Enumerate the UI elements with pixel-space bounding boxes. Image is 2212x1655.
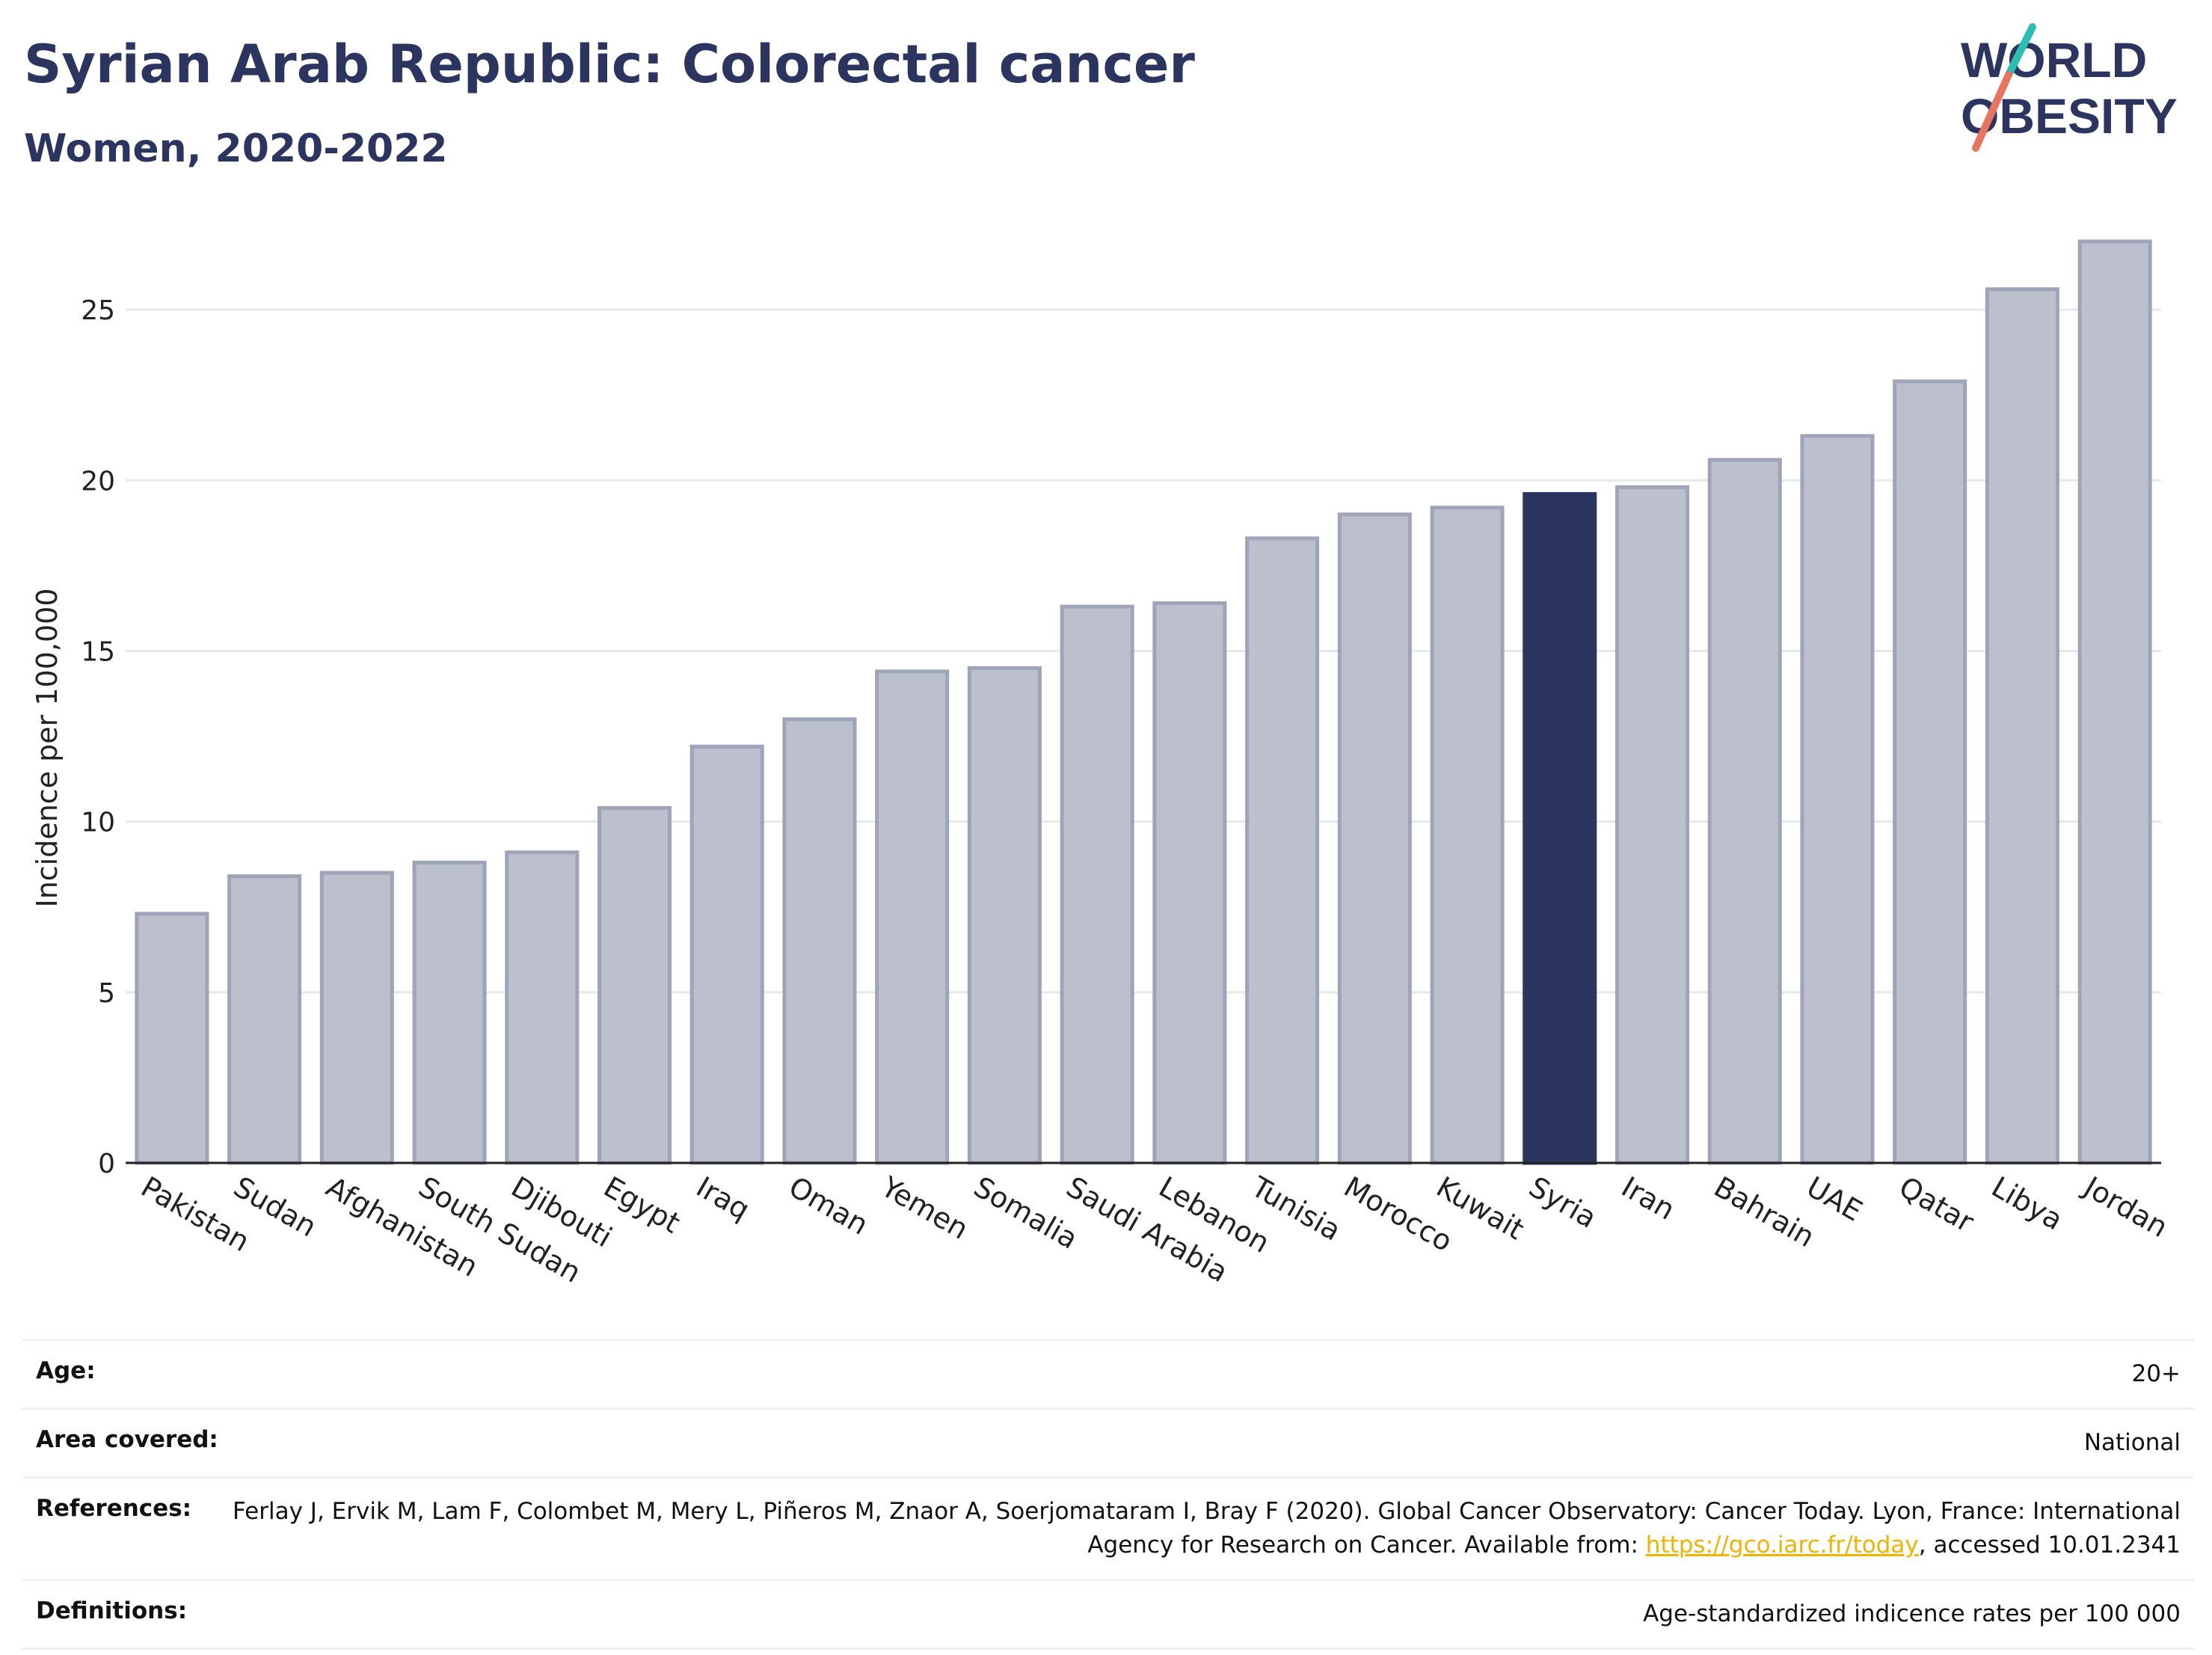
info-row-area: Area covered: National xyxy=(22,1407,2194,1476)
bar xyxy=(227,874,302,1165)
y-tick-label: 0 xyxy=(98,1149,115,1179)
bar xyxy=(689,744,764,1165)
y-tick-label: 10 xyxy=(81,808,115,838)
age-label: Age: xyxy=(36,1357,96,1384)
y-tick-label: 15 xyxy=(81,636,115,667)
age-value: 20+ xyxy=(2131,1360,2181,1387)
x-tick-label: Iraq xyxy=(691,1170,755,1226)
y-tick-label: 20 xyxy=(81,466,115,497)
x-tick-label: Qatar xyxy=(1893,1170,1979,1239)
bar xyxy=(1707,458,1782,1165)
x-tick-label: Somalia xyxy=(968,1170,1084,1256)
chart-title: Syrian Arab Republic: Colorectal cancer xyxy=(24,34,1195,95)
bar xyxy=(2077,239,2152,1165)
y-tick-labels: 0 5 10 15 20 25 xyxy=(81,295,115,1179)
info-row-age: Age: 20+ xyxy=(22,1339,2194,1407)
logo-line1: WORLD xyxy=(1961,32,2147,87)
bar xyxy=(1060,604,1134,1165)
references-label: References: xyxy=(36,1494,192,1522)
bar xyxy=(1800,434,1875,1165)
area-label: Area covered: xyxy=(36,1425,218,1453)
y-tick-label: 5 xyxy=(98,978,115,1009)
bar xyxy=(1615,485,1690,1165)
references-suffix: , accessed 10.01.2341 xyxy=(1918,1531,2181,1559)
bar xyxy=(1430,506,1505,1165)
x-tick-label: Libya xyxy=(1986,1170,2068,1237)
bar xyxy=(967,666,1042,1165)
bar xyxy=(875,669,950,1165)
bar xyxy=(1337,512,1412,1165)
y-axis-title: Incidence per 100,000 xyxy=(31,588,64,907)
x-tick-label: Oman xyxy=(783,1170,873,1241)
bar xyxy=(1245,536,1320,1165)
bar xyxy=(782,717,857,1165)
references-value: Ferlay J, Ervik M, Lam F, Colombet M, Me… xyxy=(221,1495,2181,1562)
x-tick-label: Syria xyxy=(1523,1170,1602,1235)
x-tick-label: Jordan xyxy=(2077,1170,2173,1244)
bar xyxy=(1893,379,1967,1165)
bar xyxy=(135,912,209,1165)
y-tick-label: 25 xyxy=(81,295,115,326)
chart-subtitle: Women, 2020-2022 xyxy=(24,126,448,171)
info-row-references: References: Ferlay J, Ervik M, Lam F, Co… xyxy=(22,1476,2194,1579)
definitions-value: Age-standardized indicence rates per 100… xyxy=(1643,1600,2181,1627)
bar-chart: 0 5 10 15 20 25 PakistanSudanAfghanistanSouth… xyxy=(31,239,2173,1289)
bar xyxy=(597,805,672,1165)
bar xyxy=(505,850,580,1165)
bar xyxy=(319,871,394,1165)
bar xyxy=(1985,287,2059,1165)
area-value: National xyxy=(2083,1428,2181,1456)
info-table: Age: 20+ Area covered: National Referenc… xyxy=(22,1339,2194,1650)
x-tick-label: Iran xyxy=(1616,1170,1680,1226)
references-text: Ferlay J, Ervik M, Lam F, Colombet M, Me… xyxy=(233,1497,2181,1559)
bar xyxy=(1152,601,1227,1165)
bar xyxy=(412,860,487,1165)
logo-slash-coral xyxy=(1972,71,2012,152)
x-tick-label: Bahrain xyxy=(1709,1170,1820,1254)
info-row-definitions: Definitions: Age-standardized indicence … xyxy=(22,1578,2194,1650)
references-link[interactable]: https://gco.iarc.fr/today xyxy=(1645,1531,1919,1559)
definitions-label: Definitions: xyxy=(36,1597,188,1624)
logo-slash-teal xyxy=(2005,23,2036,79)
bars xyxy=(135,239,2152,1165)
bar-highlighted xyxy=(1523,492,1597,1165)
world-obesity-logo: WORLD OBESITY xyxy=(1961,23,2178,152)
x-tick-label: Yemen xyxy=(875,1170,974,1246)
